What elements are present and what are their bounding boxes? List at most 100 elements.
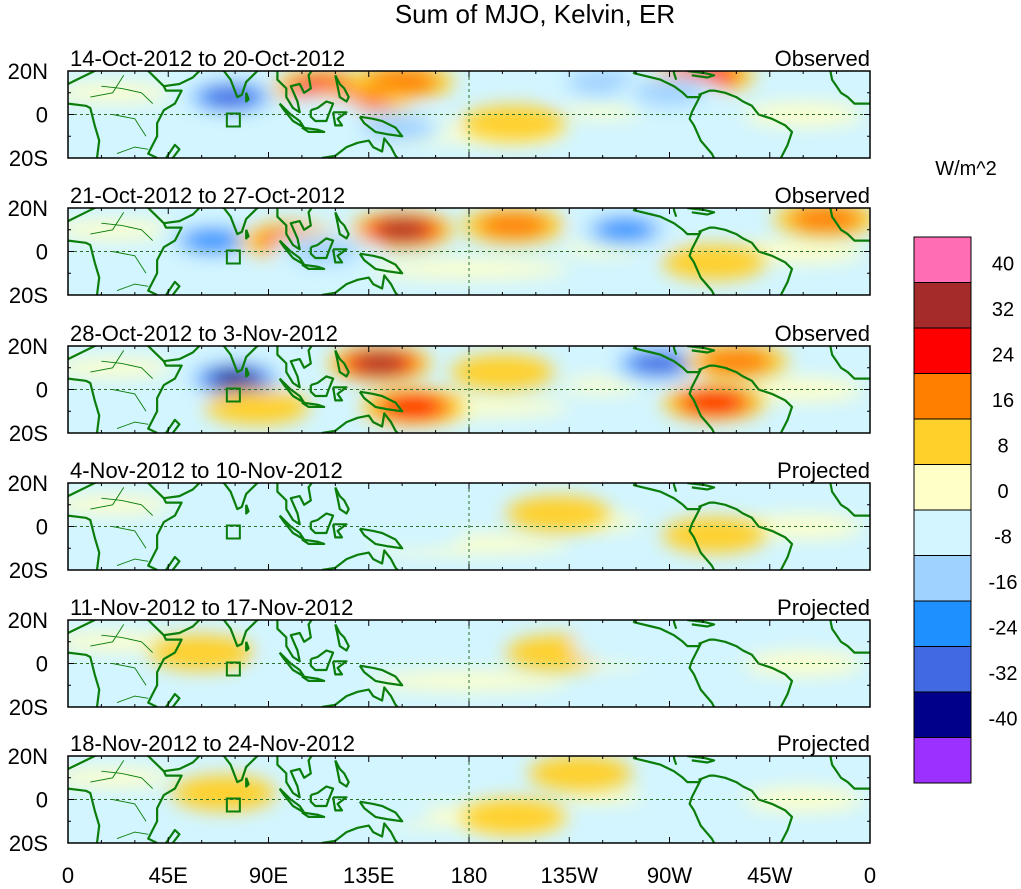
panel-status: Observed [775, 46, 870, 71]
coastline [68, 756, 98, 770]
lat-label: 20N [8, 334, 48, 359]
lat-label: 20S [9, 695, 48, 720]
coastline [698, 774, 794, 843]
coastline [68, 514, 101, 570]
map-panel: 20N 0 20S 21-Oct-2012 to 27-Oct-2012 Observe… [8, 183, 871, 308]
anomaly-contour [183, 229, 242, 252]
coastline [829, 208, 870, 242]
border [112, 114, 147, 137]
colorbar-swatch [913, 509, 972, 556]
coastline [276, 620, 313, 663]
lon-label: 45E [149, 863, 188, 888]
coastline [68, 346, 98, 361]
lon-label: 0 [62, 863, 74, 888]
lat-label: 0 [36, 240, 48, 265]
coastline [698, 364, 794, 433]
coastline [687, 620, 716, 628]
weak-positive-band [562, 377, 643, 394]
coastline [68, 651, 101, 707]
border [112, 526, 147, 549]
colorbar-swatch [913, 418, 972, 465]
coastline [829, 756, 870, 790]
border [101, 634, 154, 653]
border [90, 75, 125, 98]
border [101, 497, 154, 516]
colorbar-label: 16 [992, 390, 1014, 412]
coastline [687, 346, 716, 354]
colorbar-swatch [913, 373, 972, 420]
anomaly-contour [384, 395, 443, 419]
map-panel: 20N 0 20S 14-Oct-2012 to 20-Oct-2012 Observe… [8, 46, 871, 171]
border [112, 799, 147, 822]
figure-title: Sum of MJO, Kelvin, ER [395, 0, 675, 29]
anomaly-contour [662, 517, 767, 554]
coastline [163, 208, 201, 225]
coastline [220, 756, 260, 784]
coastlines [68, 483, 870, 570]
longitude-axis: 0 45E 90E 135E 180 135W 90W 45W 0 [62, 863, 876, 888]
border [116, 421, 149, 430]
colorbar-swatch [913, 236, 972, 283]
anomaly-contour [789, 208, 862, 233]
colorbar-label: 32 [992, 299, 1014, 321]
coastline [632, 346, 716, 433]
border [90, 624, 125, 647]
coastline [698, 89, 794, 158]
border [90, 212, 125, 235]
panel-period: 14-Oct-2012 to 20-Oct-2012 [70, 46, 345, 71]
coastline [632, 483, 716, 570]
coastline [163, 756, 201, 773]
panel-period: 18-Nov-2012 to 24-Nov-2012 [70, 731, 355, 756]
lon-label: 180 [451, 863, 488, 888]
coastline [301, 675, 326, 682]
coastline [146, 71, 183, 158]
coastline [321, 549, 399, 570]
lat-label: 20N [8, 608, 48, 633]
country-borders [90, 350, 154, 430]
colorbar: 40 32 24 16 8 0 -8 -16 -24 -32 -40 [913, 236, 1017, 784]
coastline [334, 486, 350, 515]
anomaly-contour [261, 96, 366, 133]
lon-label: 45W [747, 863, 792, 888]
border [90, 760, 125, 783]
coastline [68, 787, 101, 843]
coastline [332, 386, 348, 402]
lat-label: 20N [8, 196, 48, 221]
coastline [301, 811, 326, 818]
coastline [220, 483, 260, 511]
anomaly-contour [376, 219, 428, 240]
coastline [698, 226, 794, 295]
anomaly-contour [684, 391, 744, 414]
coastline [672, 208, 678, 218]
colorbar-swatch [913, 327, 972, 374]
anomaly-contour [700, 348, 773, 375]
border [116, 146, 149, 155]
panel-period: 28-Oct-2012 to 3-Nov-2012 [70, 321, 338, 346]
coastline [68, 208, 98, 223]
coastline [334, 623, 350, 652]
border [90, 487, 125, 510]
coastline [165, 555, 181, 570]
coastline [163, 483, 201, 500]
coastlines [68, 346, 870, 433]
border [116, 558, 149, 567]
reference-box [225, 249, 241, 265]
colorbar-swatch [913, 646, 972, 693]
coastline [321, 822, 399, 843]
coastline [687, 71, 716, 79]
colorbar-swatch [913, 691, 972, 738]
reference-box [225, 661, 241, 677]
lat-label: 0 [36, 788, 48, 813]
colorbar-label: 24 [992, 345, 1014, 367]
coastline [829, 483, 870, 517]
coastline [220, 346, 260, 374]
lon-label: 0 [864, 863, 876, 888]
coastline [687, 483, 716, 491]
anomaly-contour [327, 792, 432, 829]
coastline [68, 71, 98, 85]
coastline [68, 483, 98, 498]
lat-label: 20N [8, 59, 48, 84]
panel-status: Observed [775, 321, 870, 346]
panel-status: Projected [777, 731, 870, 756]
coastline [220, 620, 260, 648]
